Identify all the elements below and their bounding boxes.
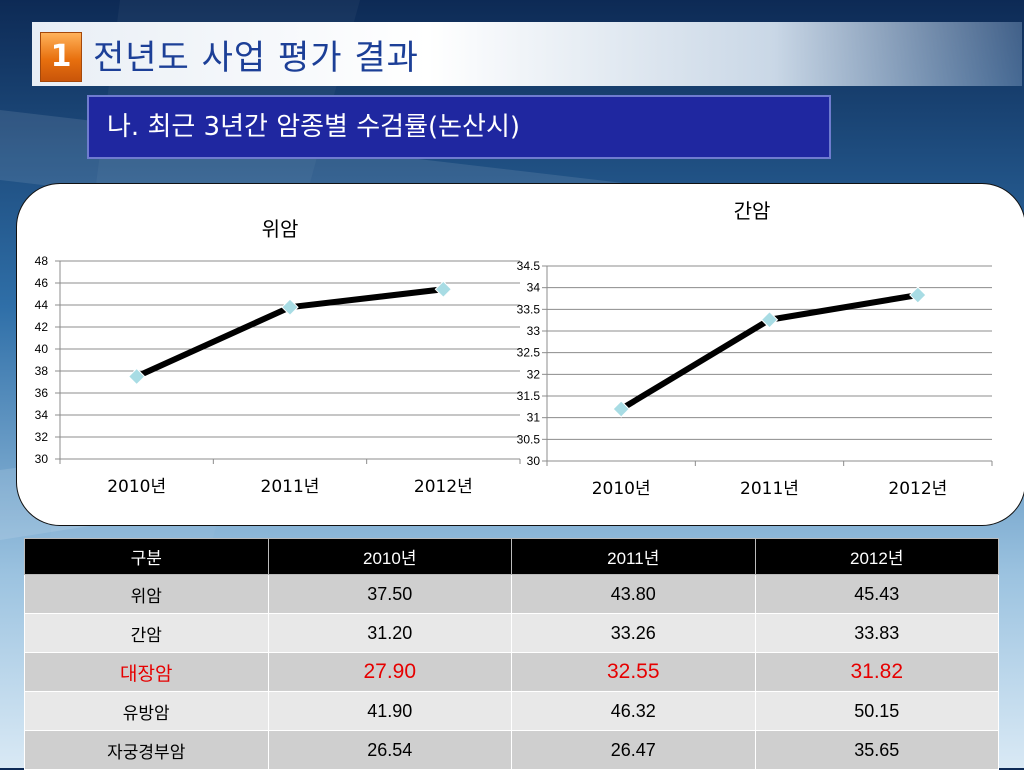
table-cell: 35.65 bbox=[754, 730, 999, 770]
table-cell: 45.43 bbox=[754, 574, 999, 614]
table-row-label: 자궁경부암 bbox=[24, 730, 269, 770]
table-cell: 32.55 bbox=[511, 652, 756, 692]
table-row: 유방암 41.90 46.32 50.15 bbox=[24, 691, 999, 731]
table-header-2012: 2012년 bbox=[754, 538, 999, 575]
chart-title: 간암 bbox=[734, 199, 771, 223]
table-header-row: 구분 2010년 2011년 2012년 bbox=[24, 538, 999, 575]
y-tick-label: 38 bbox=[35, 364, 49, 378]
table-cell: 27.90 bbox=[267, 652, 512, 692]
x-tick-label: 2012년 bbox=[888, 479, 947, 499]
y-tick-label: 31.5 bbox=[517, 389, 541, 403]
y-tick-label: 34 bbox=[35, 408, 49, 422]
x-tick-label: 2011년 bbox=[261, 477, 320, 497]
y-tick-label: 33 bbox=[527, 324, 541, 338]
table-row-label: 위암 bbox=[24, 574, 269, 614]
title-bar bbox=[32, 22, 1022, 86]
table-cell: 37.50 bbox=[267, 574, 512, 614]
y-tick-label: 32 bbox=[35, 430, 49, 444]
table-row: 위암 37.50 43.80 45.43 bbox=[24, 574, 999, 614]
table-header-2011: 2011년 bbox=[511, 538, 756, 575]
table-cell: 26.47 bbox=[511, 730, 756, 770]
y-tick-label: 34 bbox=[527, 281, 541, 295]
data-point-marker bbox=[909, 286, 927, 304]
section-number-badge: 1 bbox=[40, 32, 82, 82]
y-tick-label: 42 bbox=[35, 320, 49, 334]
page-title: 전년도 사업 평가 결과 bbox=[93, 38, 419, 78]
y-tick-label: 32 bbox=[527, 367, 541, 381]
subtitle-box: 나. 최근 3년간 암종별 수검률(논산시) bbox=[87, 95, 831, 159]
table-row-highlighted: 대장암 27.90 32.55 31.82 bbox=[24, 652, 999, 692]
y-tick-label: 36 bbox=[35, 386, 49, 400]
data-point-marker bbox=[434, 280, 453, 298]
table-header-category: 구분 bbox=[24, 538, 269, 575]
chart-title: 위암 bbox=[262, 217, 299, 241]
x-tick-label: 2010년 bbox=[592, 479, 651, 499]
table-cell: 50.15 bbox=[754, 691, 999, 731]
x-tick-label: 2012년 bbox=[414, 477, 473, 497]
data-point-marker bbox=[612, 400, 630, 418]
y-tick-label: 40 bbox=[35, 342, 49, 356]
table-cell: 33.26 bbox=[511, 613, 756, 653]
table-header-2010: 2010년 bbox=[267, 538, 512, 575]
x-tick-label: 2010년 bbox=[107, 477, 166, 497]
screening-rate-table: 구분 2010년 2011년 2012년 위암 37.50 43.80 45.4… bbox=[24, 538, 999, 770]
table-cell: 26.54 bbox=[267, 730, 512, 770]
table-row-label: 유방암 bbox=[24, 691, 269, 731]
y-tick-label: 30.5 bbox=[517, 432, 541, 446]
table-cell: 43.80 bbox=[511, 574, 756, 614]
table-cell: 31.20 bbox=[267, 613, 512, 653]
table-cell: 46.32 bbox=[511, 691, 756, 731]
table-row: 간암 31.20 33.26 33.83 bbox=[24, 613, 999, 653]
y-tick-label: 32.5 bbox=[517, 346, 541, 360]
data-point-marker bbox=[760, 311, 779, 329]
table-row-label: 간암 bbox=[24, 613, 269, 653]
y-tick-label: 34.5 bbox=[517, 259, 541, 273]
y-tick-label: 30 bbox=[35, 452, 49, 466]
table-row: 자궁경부암 26.54 26.47 35.65 bbox=[24, 730, 999, 770]
subtitle-text: 나. 최근 3년간 암종별 수검률(논산시) bbox=[107, 112, 521, 142]
data-point-marker bbox=[127, 367, 146, 386]
y-tick-label: 33.5 bbox=[517, 302, 541, 316]
table-cell: 31.82 bbox=[754, 652, 999, 692]
y-tick-label: 30 bbox=[527, 454, 541, 468]
table-cell: 33.83 bbox=[754, 613, 999, 653]
y-tick-label: 31 bbox=[527, 411, 541, 425]
table-row-label: 대장암 bbox=[24, 652, 269, 692]
data-point-marker bbox=[281, 298, 299, 316]
table-cell: 41.90 bbox=[267, 691, 512, 731]
y-tick-label: 48 bbox=[35, 254, 49, 268]
y-tick-label: 46 bbox=[35, 276, 49, 290]
x-tick-label: 2011년 bbox=[740, 479, 799, 499]
y-tick-label: 44 bbox=[35, 298, 49, 312]
